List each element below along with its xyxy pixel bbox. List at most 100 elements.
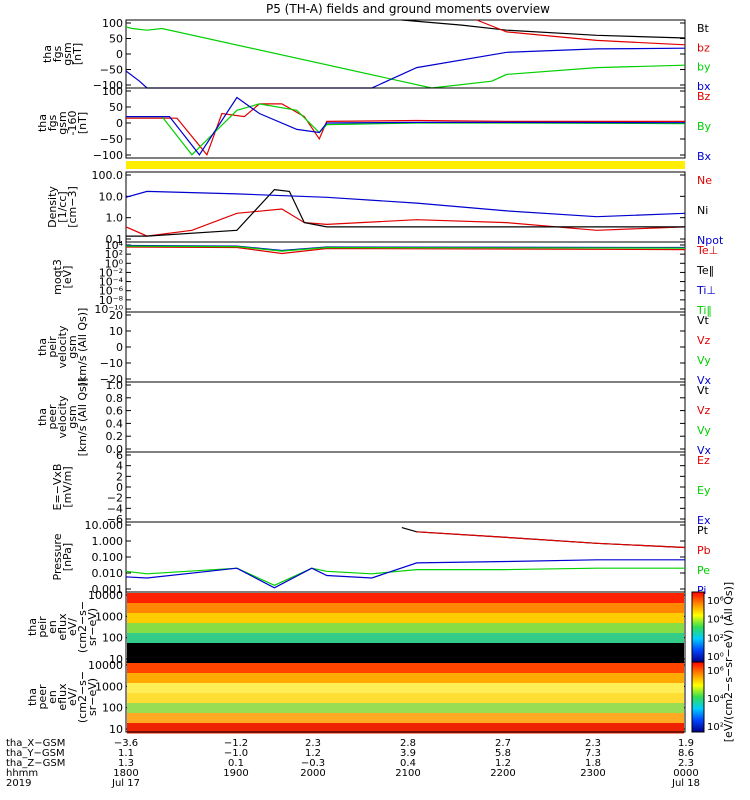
y-axis-label-line: [nT] [71, 43, 84, 65]
y-axis-label-line: en [46, 690, 59, 704]
y-tick-label: 0.0 [106, 443, 124, 456]
x-row-label: tha_Z−GSM [6, 758, 65, 769]
spectrogram-bands-group [125, 591, 686, 734]
panel-frame [125, 521, 686, 593]
y-axis-label-line: eflux [56, 683, 69, 711]
legend-entry: Ni [697, 204, 708, 217]
spectrogram-band [127, 703, 684, 714]
x-tick-value: 1800 [113, 768, 138, 779]
y-axis-label-line: tha [36, 114, 49, 132]
panel-frame [125, 241, 686, 313]
y-tick-label: −100 [93, 79, 123, 92]
legend-entry: Pt [697, 524, 709, 537]
panel-frame [125, 451, 686, 523]
x-year-label: 2019 [6, 778, 31, 789]
colorbar-label: [eV/(cm2−s−sr−eV) (All Qs)] [722, 582, 735, 742]
mode-bar [126, 161, 685, 169]
x-tick-value: 7.3 [585, 748, 601, 759]
spectrogram-band [127, 723, 684, 734]
y-tick-label: 6 [116, 449, 123, 462]
spectrogram-band [127, 673, 684, 684]
y-tick-label: 10⁻⁴ [99, 276, 124, 289]
panels-group: 100500−50−100thafgsgsm[nT]Btbzbybx100500… [26, 17, 724, 736]
legend-entry: Vx [697, 444, 712, 457]
colorbar-tick-label: 10⁴ [707, 694, 724, 705]
legend-entry: Vt [697, 384, 710, 397]
legend-entry: Bx [697, 150, 712, 163]
y-tick-label: 20 [109, 309, 123, 322]
series-line-Pe [125, 567, 685, 586]
panel-peer-velocity: 1.00.80.60.40.20.0 thapeervelocitygsm[km/… [36, 378, 712, 457]
y-axis-label-line: gsm [56, 111, 69, 134]
y-axis-label-line: Density [46, 186, 59, 228]
y-tick-label: 10.0 [99, 190, 124, 203]
legend-entry: Vt [697, 314, 710, 327]
panel-density: 100.0 10.0 1.0 0.1 Density[1/cc][cm−3] Ne Ni Np… [46, 169, 724, 247]
y-tick-label: 10 [109, 723, 123, 736]
x-tick-value: −3.6 [114, 738, 138, 749]
y-tick-label: 0.1 [106, 233, 124, 246]
spectrogram-band [127, 593, 684, 604]
series-line-Pt [401, 527, 686, 549]
legend-entry: Vy [697, 424, 711, 437]
y-tick-label: −10 [100, 357, 123, 370]
series-line-Npot [125, 190, 686, 218]
y-tick-label: 10 [109, 325, 123, 338]
y-tick-label: 10⁻⁸ [99, 294, 124, 307]
y-axis-label-line: [mV/m] [61, 466, 74, 507]
colorbars-group: 10⁶ 10⁴ 10² 10⁰ 10⁶ 10⁴ 10²[eV/(cm2−s−sr−eV) (… [691, 582, 735, 742]
y-tick-label: 10⁴ [105, 239, 124, 252]
x-tick-value: 8.6 [678, 748, 694, 759]
legend-entry: Ti⊥ [696, 284, 716, 297]
y-tick-label: 4 [116, 460, 123, 473]
y-axis-label-line: tha [26, 618, 39, 636]
x-tick-value: −1.0 [224, 748, 248, 759]
y-axis-label-line: [cm−3] [66, 186, 79, 228]
y-axis-label-line: [eV] [61, 266, 74, 289]
x-tick-value: 1.2 [495, 758, 511, 769]
y-axis-label-line: (cm2−s− [76, 601, 89, 653]
colorbar [691, 661, 705, 733]
panel-frame [125, 381, 686, 453]
y-axis-label-line: [nT] [76, 112, 89, 134]
x-tick-value: 2.8 [400, 738, 416, 749]
y-axis-label-line: eV/ [66, 618, 79, 636]
y-tick-label: −100 [93, 149, 123, 162]
legend-entry: By [697, 120, 712, 133]
y-axis-label-line: [1/cc] [56, 191, 69, 222]
legend-entry: bz [697, 41, 710, 54]
y-tick-label: 2 [116, 470, 123, 483]
legend-entry: Vx [697, 374, 712, 387]
y-axis-label-line: sr−eV) [86, 678, 99, 716]
spectrogram-band [127, 623, 684, 634]
y-tick-label: 0.2 [106, 430, 124, 443]
y-axis-label-line: eflux [56, 613, 69, 641]
x-tick-value: 0.4 [400, 758, 416, 769]
legend-entry: Ey [697, 484, 711, 497]
y-tick-label: 0 [116, 481, 123, 494]
legend-entry: Pe [697, 564, 710, 577]
colorbar-tick-label: 10⁴ [707, 615, 724, 626]
legend-entry: Te‖ [696, 264, 714, 277]
y-tick-label: 100 [102, 17, 123, 30]
x-tick-value: 1900 [223, 768, 248, 779]
x-tick-value: −0.3 [301, 758, 325, 769]
y-tick-label: 0.8 [106, 392, 124, 405]
legend-entry: Te⊥ [696, 244, 718, 257]
y-tick-label: −6 [107, 513, 123, 526]
y-tick-label: −4 [107, 502, 123, 515]
y-tick-label: 10⁻² [99, 266, 123, 279]
legend-entry: Vz [697, 404, 711, 417]
x-row-label: tha_X−GSM [6, 738, 65, 749]
legend-entry: Ne [697, 174, 712, 187]
y-tick-label: 100.0 [92, 169, 124, 182]
y-axis-label-line: tha [26, 688, 39, 706]
y-axis-label-line: velocity [56, 395, 69, 438]
series-line-By [126, 103, 686, 156]
y-tick-label: 100 [102, 632, 123, 645]
y-tick-label: 0.010 [92, 567, 124, 580]
x-tick-value: 0000 [673, 768, 698, 779]
